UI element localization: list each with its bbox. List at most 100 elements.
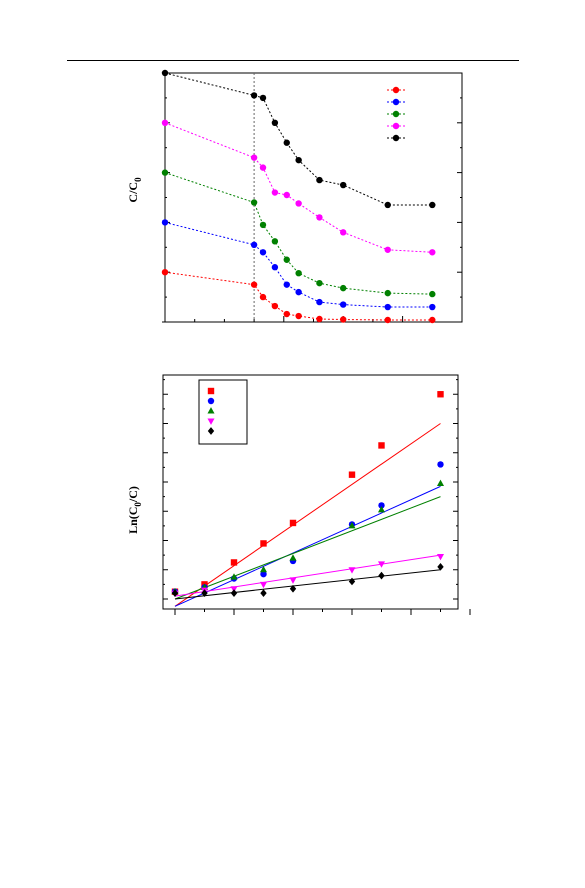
chart1-data-point — [271, 264, 279, 271]
chart1-data-point — [250, 154, 258, 161]
chart1-frame — [164, 72, 463, 323]
chart1-data-point — [384, 246, 391, 253]
chart1-data-point — [271, 119, 279, 127]
chart2-fit-line — [174, 496, 441, 600]
chart2-data-point — [348, 567, 356, 574]
chart2-data-point — [201, 589, 208, 597]
chart2-legend-marker — [207, 407, 215, 414]
chart1-legend-marker — [392, 110, 400, 118]
chart2-legend-frame — [198, 379, 248, 445]
chart2-data-point — [348, 522, 356, 529]
chart2-fit-line — [174, 485, 441, 607]
chart1-data-point — [161, 69, 169, 77]
header-rule — [67, 60, 519, 61]
chart1-data-point — [316, 315, 323, 323]
chart1-series-line — [164, 221, 433, 308]
chart1-data-point — [250, 281, 258, 288]
chart2-fit-line — [174, 554, 441, 597]
chart2-data-point — [171, 589, 179, 597]
chart1-data-point — [295, 312, 302, 320]
chart1-data-point — [316, 214, 323, 221]
chart2-data-point — [348, 577, 356, 586]
chart1-data-point — [295, 200, 302, 207]
chart1-data-point — [283, 139, 290, 146]
chart2-data-point — [260, 540, 267, 547]
chart1-data-point — [161, 269, 169, 276]
chart2-data-point — [289, 519, 297, 527]
chart1-data-point — [429, 249, 436, 256]
chart1-data-point — [259, 221, 267, 229]
chart2-data-point — [260, 589, 267, 597]
chart1-data-point — [283, 256, 290, 263]
chart2-data-point — [260, 570, 267, 578]
chart1-data-point — [250, 92, 258, 99]
chart1-data-point — [295, 288, 302, 296]
chart1-data-point — [340, 181, 347, 189]
chart2-fit-line — [174, 423, 441, 607]
chart1-data-point — [429, 303, 436, 311]
chart1-data-point — [340, 301, 347, 308]
chart1-data-point — [340, 284, 347, 292]
chart1-data-point — [384, 289, 391, 297]
chart1-series-line — [164, 122, 433, 253]
chart2-data-point — [437, 461, 444, 468]
chart2-fit-line — [174, 569, 441, 600]
chart1-data-point — [271, 189, 279, 196]
chart2-data-point — [230, 573, 238, 580]
chart1-plot — [161, 69, 463, 324]
chart2-data-point — [377, 561, 386, 568]
chart1-data-point — [316, 176, 323, 184]
chart2-legend-marker — [207, 387, 215, 395]
chart2-ylabel: Ln(C0/C) — [126, 486, 143, 534]
chart2-data-point — [378, 571, 385, 580]
chart1-data-point — [316, 298, 323, 306]
chart1-series-line — [164, 172, 433, 295]
chart1-data-point — [283, 281, 290, 288]
chart2-data-point — [436, 479, 445, 487]
chart1-data-point — [429, 201, 436, 209]
chart2-data-point — [259, 565, 268, 573]
chart1-data-point — [250, 241, 258, 249]
chart1-data-point — [295, 269, 302, 277]
chart1-data-point — [429, 290, 436, 298]
chart2-data-point — [289, 554, 297, 561]
chart2-frame — [162, 374, 459, 610]
chart1-data-point — [161, 219, 169, 226]
chart2-data-point — [377, 505, 386, 513]
chart2-data-point — [259, 581, 268, 589]
chart2-legend-marker — [207, 397, 215, 405]
chart2-data-point — [230, 559, 238, 566]
chart1-data-point — [340, 229, 347, 236]
chart1-series-line — [164, 271, 433, 321]
chart1-data-point — [384, 201, 391, 209]
chart2-data-point — [378, 442, 385, 449]
chart2-data-point — [289, 584, 297, 593]
chart1-data-point — [161, 119, 169, 127]
chart2-data-point — [437, 562, 444, 571]
chart2-data-point — [348, 471, 356, 478]
chart1-data-point — [384, 316, 391, 324]
chart1-data-point — [316, 279, 323, 287]
chart2-data-point — [436, 554, 445, 561]
chart1-data-point — [283, 310, 290, 318]
chart1-data-point — [250, 199, 258, 206]
chart1-series-line — [164, 72, 433, 206]
chart1-data-point — [295, 156, 302, 164]
chart2-data-point — [378, 502, 385, 509]
chart1-legend-marker — [392, 98, 400, 106]
chart1-data-point — [161, 169, 169, 176]
chart2-legend — [198, 379, 248, 445]
chart2-data-point — [289, 577, 297, 584]
chart1-data-point — [384, 303, 391, 311]
chart1-data-point — [259, 164, 267, 171]
chart2-data-point — [230, 589, 238, 597]
chart1-legend-marker — [392, 134, 400, 142]
chart1-data-point — [271, 302, 279, 310]
chart1-ylabel: C/C0 — [126, 177, 143, 203]
chart1-data-point — [340, 316, 347, 323]
chart1-data-point — [271, 238, 279, 245]
chart1-data-point — [283, 191, 290, 199]
chart2-legend-marker — [207, 418, 215, 425]
chart1-data-point — [259, 293, 267, 301]
